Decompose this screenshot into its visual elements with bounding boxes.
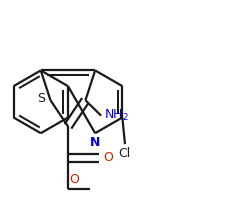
Text: O: O: [103, 151, 113, 164]
Text: O: O: [69, 173, 79, 186]
Text: Cl: Cl: [118, 147, 130, 160]
Text: NH$_2$: NH$_2$: [104, 108, 129, 123]
Text: N: N: [90, 136, 100, 149]
Text: S: S: [37, 92, 45, 105]
